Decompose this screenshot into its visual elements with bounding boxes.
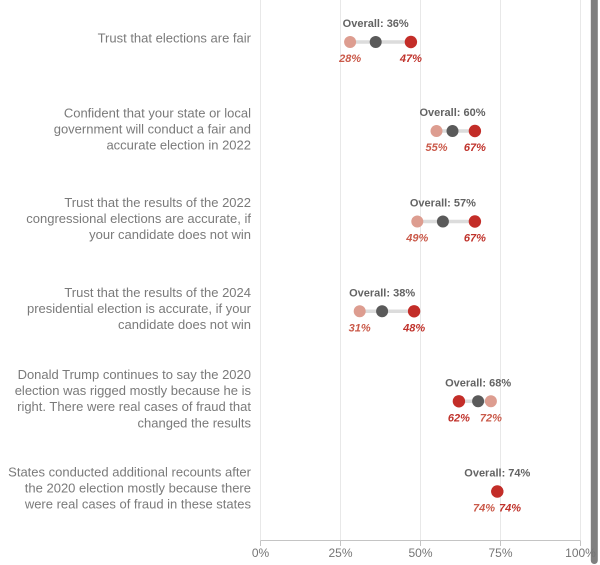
svg-text:right. There were real cases o: right. There were real cases of fraud th… xyxy=(17,399,251,414)
svg-text:25%: 25% xyxy=(328,546,352,560)
svg-text:28%: 28% xyxy=(338,53,361,65)
svg-text:Trust that elections are fair: Trust that elections are fair xyxy=(98,31,252,46)
svg-text:government will conduct a fair: government will conduct a fair and xyxy=(54,122,251,137)
svg-text:31%: 31% xyxy=(349,322,371,334)
svg-text:election was rigged mostly bec: election was rigged mostly because he is xyxy=(15,383,252,398)
svg-text:Overall: 74%: Overall: 74% xyxy=(464,468,530,480)
svg-text:the 2020 election mostly becau: the 2020 election mostly because there xyxy=(25,481,251,496)
svg-text:States conducted additional re: States conducted additional recounts aft… xyxy=(8,465,251,480)
svg-text:changed the results: changed the results xyxy=(138,416,252,431)
svg-text:congressional elections are ac: congressional elections are accurate, if xyxy=(26,211,251,226)
svg-text:Overall: 36%: Overall: 36% xyxy=(343,18,409,30)
svg-text:Overall: 60%: Overall: 60% xyxy=(419,107,485,119)
svg-text:49%: 49% xyxy=(405,233,428,245)
svg-text:accurate election in 2022: accurate election in 2022 xyxy=(106,138,251,153)
svg-text:48%: 48% xyxy=(402,322,425,334)
svg-text:55%: 55% xyxy=(425,142,447,154)
svg-text:67%: 67% xyxy=(464,233,486,245)
svg-text:Overall: 57%: Overall: 57% xyxy=(410,198,476,210)
svg-text:62%: 62% xyxy=(448,412,470,424)
svg-text:Donald Trump continues to say: Donald Trump continues to say the 2020 xyxy=(18,367,251,382)
svg-text:Trust that the results of the: Trust that the results of the 2022 xyxy=(64,195,251,210)
svg-text:72%: 72% xyxy=(480,412,502,424)
svg-text:candidate does not win: candidate does not win xyxy=(118,317,251,332)
svg-text:100%: 100% xyxy=(565,546,596,560)
svg-text:50%: 50% xyxy=(408,546,432,560)
svg-text:Overall: 68%: Overall: 68% xyxy=(445,377,511,389)
svg-text:your candidate does not win: your candidate does not win xyxy=(89,227,251,242)
svg-text:Overall: 38%: Overall: 38% xyxy=(349,287,415,299)
svg-text:47%: 47% xyxy=(399,53,422,65)
svg-text:67%: 67% xyxy=(464,142,486,154)
svg-text:Trust that the results of the: Trust that the results of the 2024 xyxy=(64,285,251,300)
svg-text:were real cases of fraud in th: were real cases of fraud in these states xyxy=(24,497,252,512)
svg-text:presidential election is accur: presidential election is accurate, if yo… xyxy=(27,301,252,316)
svg-text:Confident that your state or l: Confident that your state or local xyxy=(64,106,251,121)
svg-text:75%: 75% xyxy=(488,546,512,560)
svg-text:0%: 0% xyxy=(252,546,270,560)
svg-text:74%: 74% xyxy=(499,503,521,515)
svg-text:74%: 74% xyxy=(473,503,495,515)
